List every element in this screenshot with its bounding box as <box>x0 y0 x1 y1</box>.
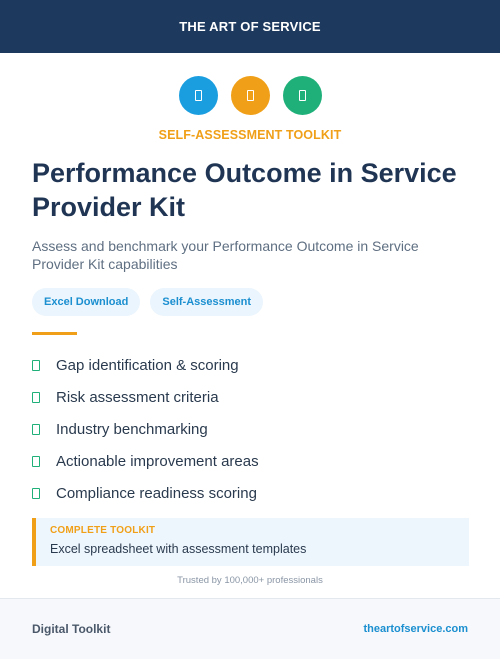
brand-title: THE ART OF SERVICE <box>179 19 321 34</box>
check-icon <box>32 359 40 371</box>
check-icon <box>32 391 40 403</box>
list-item: Risk assessment criteria <box>32 381 259 413</box>
list-item: Industry benchmarking <box>32 413 259 445</box>
tag-list: Excel Download Self-Assessment <box>32 288 264 316</box>
feature-text: Risk assessment criteria <box>56 388 219 406</box>
list-item: Gap identification & scoring <box>32 349 259 381</box>
trusted-note: Trusted by 100,000+ professionals <box>177 575 323 586</box>
callout-kicker: COMPLETE TOOLKIT <box>50 525 156 536</box>
footer-label: Digital Toolkit <box>32 622 111 636</box>
toolkit-kicker: SELF-ASSESSMENT TOOLKIT <box>158 128 342 142</box>
callout-text: Excel spreadsheet with assessment templa… <box>50 542 307 556</box>
subtitle: Assess and benchmark your Performance Ou… <box>32 238 419 272</box>
toolkit-callout: COMPLETE TOOLKIT Excel spreadsheet with … <box>32 518 469 566</box>
accent-divider <box>32 332 77 335</box>
document-icon <box>230 76 270 115</box>
feature-text: Compliance readiness scoring <box>56 484 257 502</box>
tag-excel-download: Excel Download <box>32 288 141 316</box>
feature-text: Industry benchmarking <box>56 420 208 438</box>
document-icon <box>178 76 218 115</box>
feature-text: Gap identification & scoring <box>56 356 239 374</box>
check-icon <box>32 487 40 499</box>
check-icon <box>32 423 40 435</box>
list-item: Actionable improvement areas <box>32 445 259 477</box>
header-bar: THE ART OF SERVICE <box>0 0 500 53</box>
tag-self-assessment: Self-Assessment <box>150 288 264 316</box>
list-item: Compliance readiness scoring <box>32 477 259 509</box>
icon-row <box>0 76 500 115</box>
footer-bar: Digital Toolkit theartofservice.com <box>0 598 500 659</box>
document-icon <box>282 76 322 115</box>
website-link[interactable]: theartofservice.com <box>363 623 468 635</box>
check-icon <box>32 455 40 467</box>
feature-text: Actionable improvement areas <box>56 452 259 470</box>
feature-list: Gap identification & scoring Risk assess… <box>32 349 259 509</box>
page-title: Performance Outcome in Service Provider … <box>32 158 457 222</box>
